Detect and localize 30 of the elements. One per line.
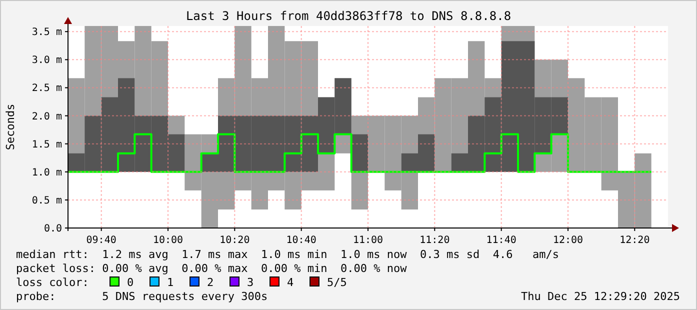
y-tick-label: 2.5 m [32,83,62,94]
x-tick-label: 10:20 [220,235,250,246]
x-tick-label: 12:20 [620,235,650,246]
text: median rtt: 1.2 ms avg 1.7 ms max 1.0 ms min 1.0 ms now 0.3 ms sd 4.6 am/s [16,248,560,261]
text: 5/5 [327,276,347,289]
y-tick-label: 3.5 m [32,27,62,38]
x-tick-label: 10:00 [152,235,184,246]
text: 0 [127,276,134,289]
y-tick-label: 2.0 m [32,111,62,122]
x-tick-label: 11:00 [352,235,384,246]
x-tick-label: 10:40 [286,235,316,246]
y-tick-label: 0.0 [44,224,62,234]
y-tick-label: 1.0 m [32,167,62,178]
text: loss color: [16,276,89,289]
x-tick-label: 11:20 [420,235,450,246]
y-axis-title: Seconds [4,104,17,150]
text: 3 [247,276,254,289]
y-tick-label: 0.5 m [32,195,62,206]
text: Thu Dec 25 12:29:20 2025 [521,290,680,303]
x-tick-label: 11:40 [486,235,516,246]
y-tick-label: 1.5 m [32,139,62,150]
text: 4 [287,276,294,289]
x-tick-label: 12:00 [552,235,584,246]
x-tick-label: 09:40 [86,235,116,246]
chart-title: Last 3 Hours from 40dd3863ff78 to DNS 8.8.8.8 [186,9,512,23]
text: 2 [207,276,214,289]
y-tick-label: 3.0 m [32,55,62,66]
text: packet loss: 0.00 % avg 0.00 % max 0.00 % min 0.00 % now [16,262,408,275]
text: 1 [167,276,174,289]
text: probe: 5 DNS requests every 300s [16,290,268,303]
